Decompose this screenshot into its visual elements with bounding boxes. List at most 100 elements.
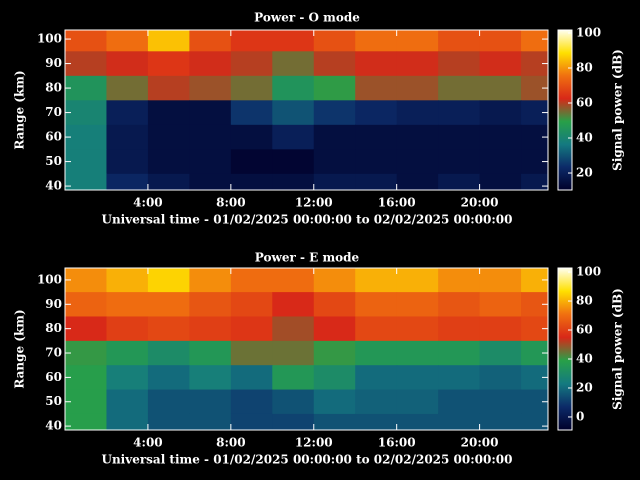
cell [65, 413, 107, 430]
cell [106, 413, 149, 430]
cell [272, 100, 315, 126]
x-tick-label: 20:00 [461, 436, 499, 450]
cell [230, 100, 273, 126]
cell [65, 75, 107, 101]
x-tick-label: 16:00 [378, 196, 416, 210]
colorbar-tick-label: 20 [576, 380, 593, 394]
cell [272, 413, 315, 430]
colorbar-tick-label: 100 [576, 25, 601, 39]
cell [438, 30, 481, 52]
x-tick-label: 8:00 [216, 196, 245, 210]
plot-frame [64, 267, 549, 431]
cell [65, 51, 107, 77]
cell [106, 268, 149, 293]
cell [438, 51, 481, 77]
cell [189, 316, 232, 342]
cell [438, 340, 481, 366]
x-tick-label: 4:00 [133, 436, 162, 450]
chart-title: Power - E mode [255, 251, 360, 265]
colorbar-tick-label: 40 [576, 351, 593, 365]
cell [65, 316, 107, 342]
cell [230, 316, 273, 342]
cell [396, 30, 439, 52]
cell [147, 149, 190, 175]
cell [313, 389, 356, 415]
cell [313, 75, 356, 101]
cell [106, 51, 149, 77]
y-tick-label: 70 [45, 105, 62, 119]
cell [355, 173, 398, 190]
cell [189, 100, 232, 126]
cell [313, 51, 356, 77]
y-tick-label: 80 [45, 81, 62, 95]
cell [521, 30, 548, 52]
cell [396, 292, 439, 317]
cell [147, 316, 190, 342]
cell [230, 75, 273, 101]
cell [355, 30, 398, 52]
cell [479, 124, 522, 150]
cell [147, 75, 190, 101]
cell [272, 340, 315, 366]
cell [230, 340, 273, 366]
cell [355, 51, 398, 77]
cell [272, 316, 315, 342]
cell [272, 30, 315, 52]
cell [355, 124, 398, 150]
heatmap [65, 30, 548, 190]
cell [189, 389, 232, 415]
cell [355, 100, 398, 126]
y-axis-label: Range (km) [13, 309, 27, 388]
cell [147, 173, 190, 190]
cell [272, 75, 315, 101]
cell [189, 124, 232, 150]
cell [396, 413, 439, 430]
cell [313, 292, 356, 317]
x-tick-label: 8:00 [216, 436, 245, 450]
cell [313, 124, 356, 150]
x-axis-label: Universal time - 01/02/2025 00:00:00 to … [101, 213, 512, 227]
cell [355, 413, 398, 430]
cell [106, 124, 149, 150]
cell [147, 51, 190, 77]
colorbar-tick-label: 60 [576, 95, 593, 109]
cell [479, 149, 522, 175]
cell [355, 316, 398, 342]
cell [65, 268, 107, 293]
cell [106, 75, 149, 101]
cell [479, 413, 522, 430]
y-tick-label: 100 [37, 272, 62, 286]
cell [479, 316, 522, 342]
cell [272, 389, 315, 415]
x-tick-label: 16:00 [378, 436, 416, 450]
cell [106, 340, 149, 366]
cell [313, 365, 356, 391]
cell [479, 365, 522, 391]
cell [147, 413, 190, 430]
cell [479, 30, 522, 52]
cell [438, 292, 481, 317]
cell [106, 365, 149, 391]
cell [521, 413, 548, 430]
cell [479, 100, 522, 126]
cell [147, 100, 190, 126]
y-tick-label: 100 [37, 32, 62, 46]
y-tick-label: 40 [45, 179, 62, 193]
cell [438, 124, 481, 150]
cell [189, 340, 232, 366]
cell [230, 365, 273, 391]
cell [272, 124, 315, 150]
cell [355, 389, 398, 415]
cell [189, 365, 232, 391]
cell [230, 124, 273, 150]
y-tick-label: 60 [45, 130, 62, 144]
cell [438, 100, 481, 126]
cell [355, 365, 398, 391]
cell [189, 51, 232, 77]
cell [479, 292, 522, 317]
cell [106, 149, 149, 175]
cell [189, 292, 232, 317]
cell [355, 75, 398, 101]
cell [355, 149, 398, 175]
